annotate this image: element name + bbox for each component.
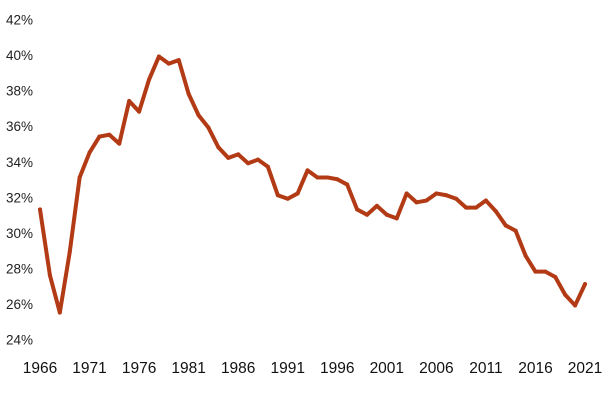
data-point <box>384 212 389 217</box>
data-point <box>394 216 399 221</box>
x-tick-label: 1966 <box>23 360 57 377</box>
x-tick-label: 2001 <box>370 360 404 377</box>
y-tick-label: 32% <box>6 190 33 205</box>
data-point <box>206 125 211 130</box>
plot-series-group <box>38 54 587 315</box>
x-tick-label: 1991 <box>270 360 304 377</box>
x-tick-label: 2006 <box>419 360 453 377</box>
data-point <box>265 164 270 169</box>
data-point <box>226 155 231 160</box>
data-point <box>464 205 469 210</box>
data-point <box>77 175 82 180</box>
data-point <box>127 99 132 103</box>
data-point <box>365 212 369 217</box>
data-point <box>38 207 42 212</box>
data-point <box>553 275 558 279</box>
data-point <box>186 91 191 96</box>
data-point <box>335 177 340 182</box>
x-tick-label: 1981 <box>171 360 205 377</box>
data-point <box>147 77 151 82</box>
data-point <box>543 269 548 274</box>
data-point <box>374 203 379 208</box>
data-point <box>246 161 251 166</box>
data-point <box>493 209 498 214</box>
x-tick-label: 1986 <box>221 360 255 377</box>
y-tick-label: 34% <box>6 155 33 170</box>
data-point <box>236 152 241 157</box>
data-point <box>256 157 260 162</box>
data-point <box>47 273 52 278</box>
data-point <box>87 150 92 155</box>
data-point <box>117 141 122 146</box>
x-tick-label: 2016 <box>518 360 552 377</box>
y-tick-label: 24% <box>6 333 33 348</box>
data-point <box>583 282 587 287</box>
data-point <box>57 310 62 315</box>
y-tick-label: 38% <box>6 84 33 99</box>
data-point <box>137 109 142 114</box>
data-point <box>216 145 221 150</box>
data-point <box>97 134 102 139</box>
data-point <box>176 58 181 63</box>
data-point <box>563 292 568 297</box>
series-line <box>38 54 587 315</box>
y-tick-label: 26% <box>6 297 33 312</box>
data-point <box>513 228 518 233</box>
data-point <box>325 175 330 180</box>
data-point <box>424 198 429 203</box>
x-tick-label: 1996 <box>320 360 354 377</box>
data-point <box>414 200 419 205</box>
y-tick-label: 36% <box>6 119 33 134</box>
data-point <box>573 303 578 308</box>
y-tick-label: 28% <box>6 261 33 276</box>
data-point <box>355 207 360 212</box>
x-tick-label: 1971 <box>72 360 106 377</box>
data-point <box>503 223 508 228</box>
data-point <box>444 193 449 198</box>
data-point <box>533 269 538 274</box>
data-point <box>523 253 528 258</box>
data-point <box>285 196 290 201</box>
x-tick-label: 2011 <box>469 360 502 377</box>
data-point <box>275 193 280 198</box>
data-point <box>345 182 350 187</box>
data-point <box>305 168 310 173</box>
data-point <box>434 191 439 196</box>
data-point <box>196 113 201 118</box>
y-tick-label: 30% <box>6 226 33 241</box>
y-axis-tick-labels: 24% 26% 28% 30% 32% 34% 36% 38% 40% 42% <box>6 13 33 348</box>
x-tick-label: 2021 <box>568 360 602 377</box>
data-point <box>107 132 112 137</box>
data-point <box>483 198 488 203</box>
data-point <box>67 250 72 255</box>
y-tick-label: 42% <box>6 13 33 28</box>
data-point <box>156 54 161 59</box>
data-point <box>315 175 320 180</box>
data-point <box>295 191 300 196</box>
x-axis-tick-labels: 1966 1971 1976 1981 1986 1991 1996 2001 2006 2011… <box>23 360 602 377</box>
y-tick-label: 40% <box>6 48 33 63</box>
data-point <box>404 191 409 196</box>
data-point <box>454 196 459 201</box>
data-point <box>474 205 478 210</box>
data-point <box>166 61 171 66</box>
x-tick-label: 1976 <box>122 360 156 377</box>
